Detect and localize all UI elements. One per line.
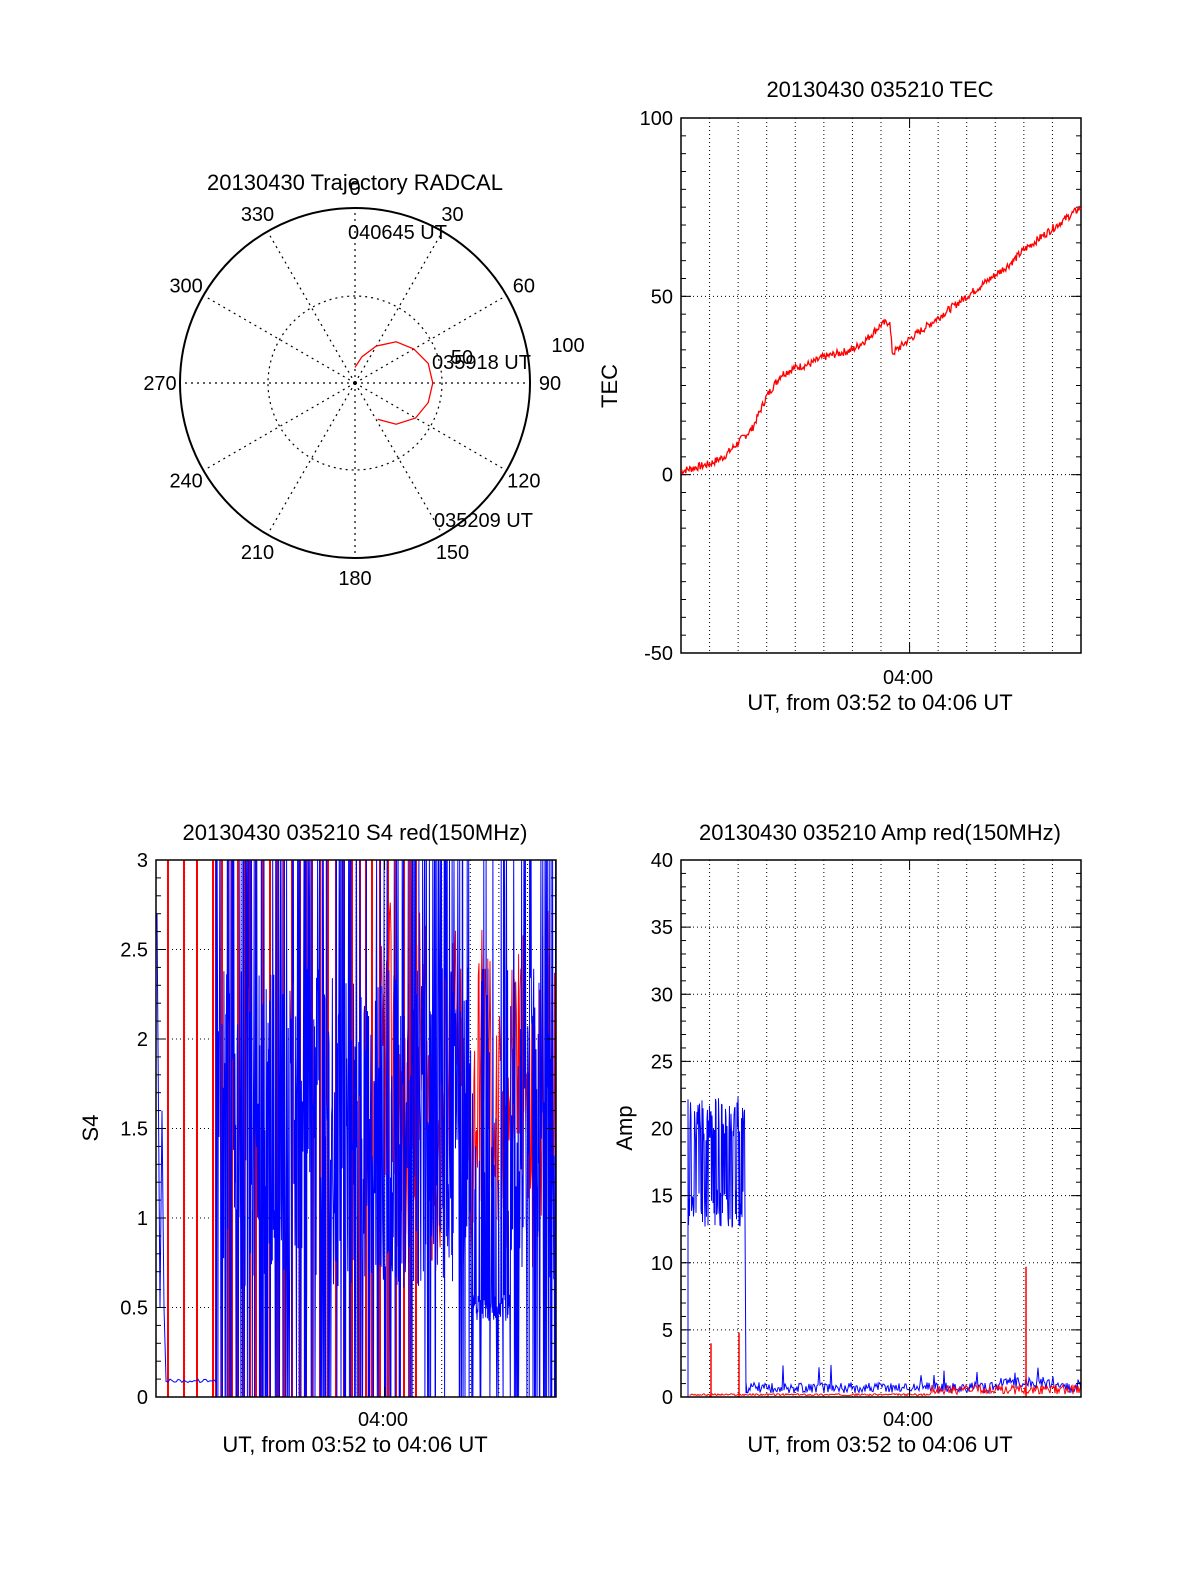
- s4-x-tick-label: 04:00: [358, 1409, 408, 1431]
- polar-angle-label: 270: [143, 373, 176, 395]
- y-tick-label: 30: [651, 984, 673, 1006]
- polar-angle-label: 240: [169, 471, 202, 493]
- trajectory-annotation-mid: 035918 UT: [432, 352, 531, 374]
- y-tick-label: 0: [662, 1387, 673, 1409]
- polar-angle-label: 330: [241, 204, 274, 226]
- trajectory-annotation-end: 040645 UT: [348, 222, 447, 244]
- trajectory-line: [354, 341, 434, 425]
- polar-radial-label-100: 100: [551, 335, 584, 357]
- s4-panel: 20130430 035210 S4 red(150MHz) 3 2.5 2 1.5 1…: [78, 820, 557, 1457]
- amp-panel: 20130430 035210 Amp red(150MHz) 40 35 30 25…: [612, 820, 1082, 1457]
- polar-angle-label: 210: [241, 542, 274, 564]
- y-tick-label: 100: [640, 108, 673, 130]
- amp-series: [687, 1096, 1082, 1397]
- polar-spoke: [354, 294, 507, 384]
- amp-x-tick-label: 04:00: [883, 1409, 933, 1431]
- amp-grid: [681, 860, 1081, 1397]
- amp-x-axis-label: UT, from 03:52 to 04:06 UT: [747, 1432, 1012, 1457]
- tec-title: 20130430 035210 TEC: [766, 77, 993, 102]
- trajectory-annotation-start: 035209 UT: [434, 510, 533, 532]
- y-tick-label: 0: [662, 465, 673, 487]
- polar-angle-label: 150: [436, 542, 469, 564]
- polar-spoke: [354, 382, 507, 472]
- polar-spoke: [203, 382, 356, 472]
- y-tick-label: 2.5: [120, 940, 148, 962]
- polar-angle-label: 0: [349, 178, 360, 200]
- y-tick-label: 0: [137, 1387, 148, 1409]
- polar-angle-label: 180: [338, 568, 371, 590]
- y-tick-label: -50: [644, 643, 673, 665]
- polar-title: 20130430 Trajectory RADCAL: [207, 170, 503, 195]
- polar-spoke: [266, 231, 356, 384]
- y-tick-label: 40: [651, 850, 673, 872]
- y-tick-label: 15: [651, 1186, 673, 1208]
- polar-inner-circle: [267, 295, 443, 471]
- polar-angle-label: 120: [507, 471, 540, 493]
- amp-y-ticks: 40 35 30 25 20 15 10 5 0: [651, 850, 1081, 1409]
- y-tick-label: 1: [137, 1208, 148, 1230]
- polar-spoke: [203, 294, 356, 384]
- tec-panel: 20130430 035210 TEC 100 50 0 -50 04:00 UT, …: [597, 77, 1082, 715]
- polar-angle-labels: 0 30 60 90 120 150 180 210 240 270 300 330: [143, 178, 561, 590]
- polar-spoke: [354, 231, 444, 384]
- y-tick-label: 0.5: [120, 1298, 148, 1320]
- s4-y-ticks: 3 2.5 2 1.5 1 0.5 0: [120, 850, 556, 1409]
- polar-panel: 20130430 Trajectory RADCAL 0 30 60 90 120 150…: [143, 170, 584, 590]
- s4-series: [156, 859, 557, 1398]
- amp-title: 20130430 035210 Amp red(150MHz): [699, 820, 1061, 845]
- polar-spokes: [180, 208, 530, 558]
- tec-series-line: [680, 205, 1082, 476]
- tec-y-axis-label: TEC: [597, 364, 622, 408]
- polar-angle-label: 300: [169, 276, 202, 298]
- y-tick-label: 2: [137, 1029, 148, 1051]
- polar-spoke: [266, 382, 356, 535]
- amp-y-axis-label: Amp: [612, 1105, 637, 1150]
- polar-radial-label-50: 50: [451, 347, 473, 369]
- amp-red-trace: [689, 1383, 1082, 1397]
- y-tick-label: 50: [651, 286, 673, 308]
- s4-title: 20130430 035210 S4 red(150MHz): [183, 820, 528, 845]
- s4-blue-trace: [156, 859, 557, 1398]
- tec-x-tick-label: 04:00: [883, 667, 933, 689]
- s4-y-axis-label: S4: [78, 1115, 103, 1142]
- y-tick-label: 20: [651, 1119, 673, 1141]
- tec-grid: [681, 118, 1081, 653]
- y-tick-label: 1.5: [120, 1119, 148, 1141]
- y-tick-label: 35: [651, 917, 673, 939]
- tec-y-ticks: 100 50 0 -50: [640, 108, 1081, 665]
- tec-x-axis-label: UT, from 03:52 to 04:06 UT: [747, 690, 1012, 715]
- polar-angle-label: 30: [441, 204, 463, 226]
- amp-blue-trace: [687, 1096, 1082, 1397]
- y-tick-label: 3: [137, 850, 148, 872]
- y-tick-label: 5: [662, 1320, 673, 1342]
- polar-spoke: [354, 382, 444, 535]
- y-tick-label: 25: [651, 1051, 673, 1073]
- s4-x-axis-label: UT, from 03:52 to 04:06 UT: [222, 1432, 487, 1457]
- polar-angle-label: 90: [539, 373, 561, 395]
- y-tick-label: 10: [651, 1253, 673, 1275]
- polar-angle-label: 60: [513, 276, 535, 298]
